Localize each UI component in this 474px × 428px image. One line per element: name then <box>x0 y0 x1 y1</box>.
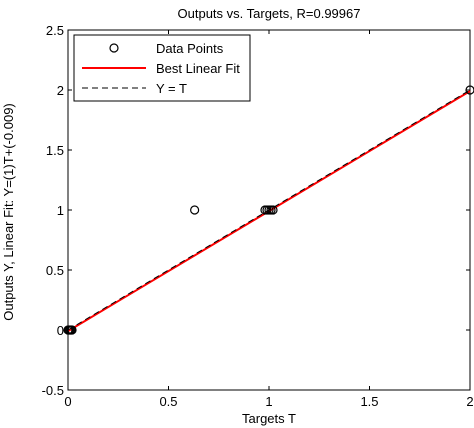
x-tick-label: 2 <box>466 394 473 409</box>
legend-label-best-fit: Best Linear Fit <box>156 61 240 76</box>
y-tick-label: 1 <box>57 203 64 218</box>
legend-marker-data-points <box>109 43 119 53</box>
data-point <box>67 325 77 335</box>
y-tick-label: 2.5 <box>46 23 64 38</box>
data-point <box>190 205 200 215</box>
chart-title: Outputs vs. Targets, R=0.99967 <box>178 6 361 21</box>
legend-label-identity: Y = T <box>156 81 187 96</box>
legend-label-data-points: Data Points <box>156 41 224 56</box>
y-tick-label: 0.5 <box>46 263 64 278</box>
data-point <box>465 85 474 95</box>
x-tick-label: 1.5 <box>360 394 378 409</box>
data-point-markers <box>63 85 474 335</box>
x-tick-label: 0.5 <box>159 394 177 409</box>
legend: Data Points Best Linear Fit Y = T <box>73 34 251 102</box>
x-tick-label: 1 <box>265 394 272 409</box>
y-axis-label: Outputs Y, Linear Fit: Y=(1)T+(-0.009) <box>1 103 16 321</box>
y-tick-label: -0.5 <box>42 383 64 398</box>
x-tick-label: 0 <box>64 394 71 409</box>
y-tick-label: 0 <box>57 323 64 338</box>
y-tick-label: 2 <box>57 83 64 98</box>
x-axis-label: Targets T <box>242 411 296 426</box>
y-tick-label: 1.5 <box>46 143 64 158</box>
data-point <box>268 205 278 215</box>
